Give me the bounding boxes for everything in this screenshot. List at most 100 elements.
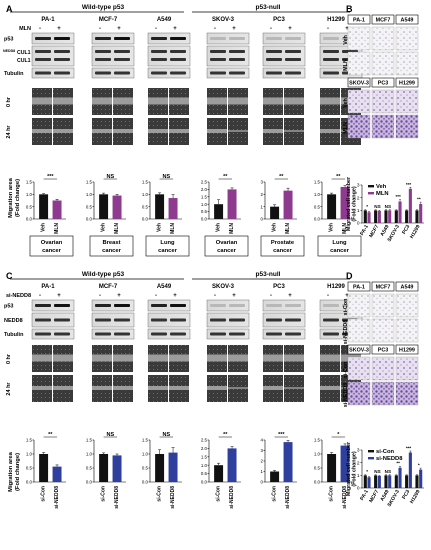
cell-line-label: H1299	[399, 81, 415, 87]
scratch-gap	[148, 354, 168, 362]
blot-band	[323, 71, 339, 75]
bar-SKOV-3-Veh	[214, 204, 224, 219]
time-label-0hr: 0 hr	[6, 353, 12, 364]
bar-PA-1-si-NEDD8	[367, 477, 371, 488]
cell-line-label: MCF-7	[99, 284, 118, 290]
sign-minus: -	[214, 26, 216, 32]
y-tick-label: 2.0	[201, 187, 208, 192]
invasion-image	[347, 356, 371, 381]
treatment-label: MLN	[19, 26, 31, 32]
invasion-image	[347, 318, 371, 343]
y-tick-label: 1.5	[26, 438, 33, 443]
row-label: Veh	[343, 35, 349, 45]
bar-MCF-7-si-NEDD8	[112, 455, 122, 482]
y-tick-label: 1.0	[86, 192, 93, 197]
blot-band	[54, 58, 70, 61]
blot-image	[91, 45, 135, 67]
x-tick-label: si-Con	[157, 486, 163, 502]
y-tick-label: 1.5	[142, 438, 149, 443]
legend-swatch	[368, 192, 374, 195]
scratch-gap	[263, 97, 283, 105]
significance-label: NS	[106, 174, 114, 180]
y-tick-label: 2.5	[201, 180, 208, 185]
y-tick-label: 1.0	[314, 452, 321, 457]
legend-swatch	[368, 457, 374, 460]
blot-band	[323, 58, 339, 61]
invasion-image	[395, 318, 419, 343]
blot-image	[262, 312, 306, 328]
bar-SKOV-3-si-NEDD8	[398, 467, 402, 488]
scratch-gap	[169, 129, 189, 133]
cancer-type-box	[89, 235, 134, 257]
blot-image	[206, 32, 250, 45]
significance-label: **	[396, 461, 400, 466]
blot-band	[151, 332, 167, 336]
blot-image	[206, 328, 250, 340]
sign-minus: -	[270, 293, 272, 299]
significance-label: *	[418, 463, 420, 468]
blot-band	[95, 332, 111, 336]
scratch-gap	[320, 129, 340, 133]
invasion-image	[347, 381, 371, 406]
blot-band	[323, 332, 339, 336]
bar-H1299-MLN	[419, 204, 423, 223]
blot-image	[31, 312, 75, 328]
y-tick-label: 1.0	[86, 452, 93, 457]
y-tick-label: 1.5	[26, 180, 33, 185]
legend-swatch	[368, 185, 374, 188]
y-tick-label: 0.5	[26, 466, 33, 471]
scratch-gap	[228, 387, 248, 389]
scratch-gap	[207, 386, 227, 390]
blot-band	[151, 50, 167, 53]
y-tick-label: 1.5	[86, 438, 93, 443]
panel-letter-B: B	[346, 4, 353, 14]
blot-label-sup: NEDD8	[3, 49, 15, 53]
y-tick-label: 1.0	[201, 463, 208, 468]
significance-label: ***	[395, 194, 401, 199]
scratch-gap	[207, 354, 227, 362]
sign-plus: +	[117, 26, 121, 32]
y-axis-label: Migration area	[8, 177, 14, 217]
y-tick-label: 0.0	[86, 480, 93, 485]
sign-plus: +	[345, 26, 349, 32]
y-tick-label: 1.0	[314, 192, 321, 197]
invasion-image	[371, 381, 395, 406]
scratch-gap	[284, 387, 304, 389]
blot-band	[210, 318, 226, 322]
sign-minus: -	[214, 293, 216, 299]
bar-PA-1-Veh	[39, 194, 49, 219]
blot-band	[170, 71, 186, 75]
blot-image	[206, 67, 250, 79]
invasion-image	[371, 51, 395, 76]
blot-image	[262, 328, 306, 340]
bar-A549-si-Con	[384, 475, 388, 488]
y-axis-label: Migrated cell number	[346, 441, 352, 496]
cancer-type-label: Breast	[102, 240, 120, 246]
y-axis-label: (Fold change)	[352, 186, 358, 222]
scratch-gap	[113, 354, 133, 362]
y-tick-label: 0.0	[201, 217, 208, 222]
scratch-gap	[32, 354, 52, 362]
invasion-image	[395, 381, 419, 406]
invasion-image	[395, 26, 419, 51]
x-tick-label: PC3	[401, 489, 411, 501]
cell-line-box	[347, 77, 371, 88]
cell-line-box	[395, 14, 419, 25]
y-tick-label: 2.5	[201, 438, 208, 443]
bar-H1299-si-NEDD8	[340, 445, 350, 482]
sign-plus: +	[288, 26, 292, 32]
blot-band	[229, 71, 245, 75]
bar-MCF7-si-NEDD8	[377, 475, 381, 488]
y-tick-label: 1.0	[201, 202, 208, 207]
blot-label: NEDD8	[4, 318, 23, 324]
bar-PA-1-si-Con	[39, 454, 49, 482]
sign-minus: -	[39, 293, 41, 299]
bar-A549-MLN	[388, 210, 392, 223]
cancer-type-label: Ovarian	[216, 240, 238, 246]
invasion-image	[371, 26, 395, 51]
cell-line-box	[347, 14, 371, 25]
scratch-gap	[113, 97, 133, 105]
cancer-type-box	[260, 235, 305, 257]
cell-line-box	[371, 281, 395, 292]
cancer-type-label: Prostate	[271, 240, 295, 246]
